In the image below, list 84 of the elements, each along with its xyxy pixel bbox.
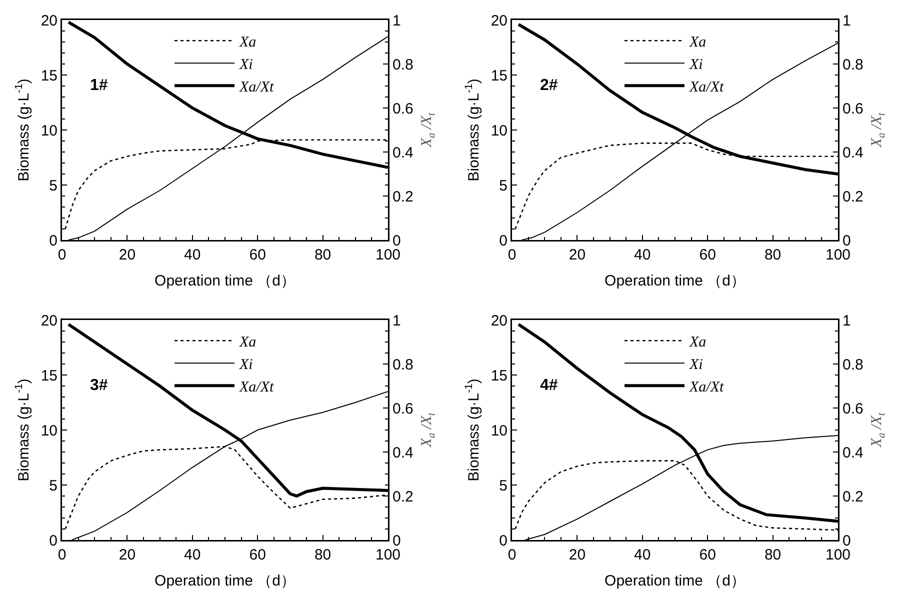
x-tick-label: 100 [375, 246, 401, 264]
x-tick-label: 20 [568, 546, 586, 564]
y2-tick-label: 0.2 [842, 488, 864, 506]
legend-label: Xa/Xt [238, 80, 274, 96]
y-tick-label: 15 [40, 67, 58, 84]
y2-tick-label: 0.4 [842, 144, 864, 162]
y2-tick-label: 0.8 [392, 56, 414, 74]
y-tick-label: 10 [490, 122, 508, 140]
y-tick-label: 0 [499, 532, 508, 550]
x-tick-label: 100 [375, 546, 401, 564]
x-tick-label: 80 [764, 546, 782, 564]
legend-label: Xi [238, 57, 253, 73]
y2-tick-label: 0.6 [842, 100, 864, 118]
legend-label: Xa [688, 334, 706, 350]
y-tick-label: 5 [49, 177, 58, 194]
x-tick-label: 100 [825, 246, 851, 264]
annotation: 3# [90, 377, 108, 394]
y2-tick-label: 0.6 [392, 400, 414, 418]
x-tick-label: 60 [249, 246, 266, 264]
x-tick-label: 80 [314, 246, 332, 264]
y2-tick-label: 1 [842, 312, 851, 330]
y-tick-label: 5 [499, 177, 508, 194]
x-tick-label: 60 [699, 546, 716, 564]
x-tick-label: 20 [118, 546, 136, 564]
y2-tick-label: 0.6 [842, 400, 864, 418]
x-tick-label: 40 [184, 546, 201, 564]
y-tick-label: 15 [490, 367, 508, 384]
y2-tick-label: 0 [392, 232, 401, 250]
y2-tick-label: 0 [392, 532, 401, 550]
y2-tick-label: 0.2 [842, 188, 864, 206]
y-tick-label: 10 [40, 422, 58, 440]
y-tick-label: 5 [499, 477, 508, 494]
y-tick-label: 10 [490, 422, 508, 440]
y-tick-label: 20 [490, 312, 508, 330]
legend-label: Xi [238, 357, 253, 373]
y2-tick-label: 0.8 [392, 356, 414, 374]
y-tick-label: 0 [499, 232, 508, 250]
y2-tick-label: 0.4 [392, 444, 414, 462]
y2-tick-label: 0 [842, 532, 851, 550]
y-tick-label: 10 [40, 122, 58, 140]
legend-label: Xi [688, 357, 703, 373]
x-tick-label: 40 [184, 246, 201, 264]
y-tick-label: 5 [49, 477, 58, 494]
y2-tick-label: 0.2 [392, 188, 414, 206]
y-tick-label: 20 [40, 312, 58, 330]
legend-label: Xa [688, 34, 706, 50]
y-tick-label: 20 [40, 12, 58, 30]
y2-tick-label: 0.6 [392, 100, 414, 118]
y-tick-label: 0 [49, 232, 58, 250]
x-tick-label: 100 [825, 546, 851, 564]
x-tick-label: 60 [699, 246, 716, 264]
annotation: 4# [540, 377, 558, 394]
x-axis-title: Operation time （d） [154, 272, 296, 290]
y2-tick-label: 0.8 [842, 356, 864, 374]
y-tick-label: 0 [49, 532, 58, 550]
y2-tick-label: 0.2 [392, 488, 414, 506]
y2-tick-label: 0 [842, 232, 851, 250]
x-axis-title: Operation time （d） [604, 572, 746, 590]
y2-tick-label: 0.8 [842, 56, 864, 74]
y2-tick-label: 1 [392, 312, 401, 330]
x-tick-label: 20 [118, 246, 136, 264]
y2-tick-label: 0.4 [842, 444, 864, 462]
y2-tick-label: 0.4 [392, 144, 414, 162]
legend-label: Xa/Xt [688, 80, 724, 96]
x-tick-label: 60 [249, 546, 266, 564]
x-axis-title: Operation time （d） [604, 272, 746, 290]
legend-label: Xa [238, 34, 256, 50]
x-axis-title: Operation time （d） [154, 572, 296, 590]
annotation: 1# [90, 77, 108, 94]
y-tick-label: 15 [40, 367, 58, 384]
x-tick-label: 40 [634, 246, 651, 264]
y-tick-label: 20 [490, 12, 508, 30]
x-tick-label: 20 [568, 246, 586, 264]
y-tick-label: 15 [490, 67, 508, 84]
x-tick-label: 80 [314, 546, 332, 564]
legend-label: Xa/Xt [238, 380, 274, 396]
y2-tick-label: 1 [392, 12, 401, 30]
y2-tick-label: 1 [842, 12, 851, 30]
x-tick-label: 40 [634, 546, 651, 564]
legend-label: Xa/Xt [688, 380, 724, 396]
x-tick-label: 80 [764, 246, 782, 264]
annotation: 2# [540, 77, 558, 94]
legend-label: Xi [688, 57, 703, 73]
legend-label: Xa [238, 334, 256, 350]
